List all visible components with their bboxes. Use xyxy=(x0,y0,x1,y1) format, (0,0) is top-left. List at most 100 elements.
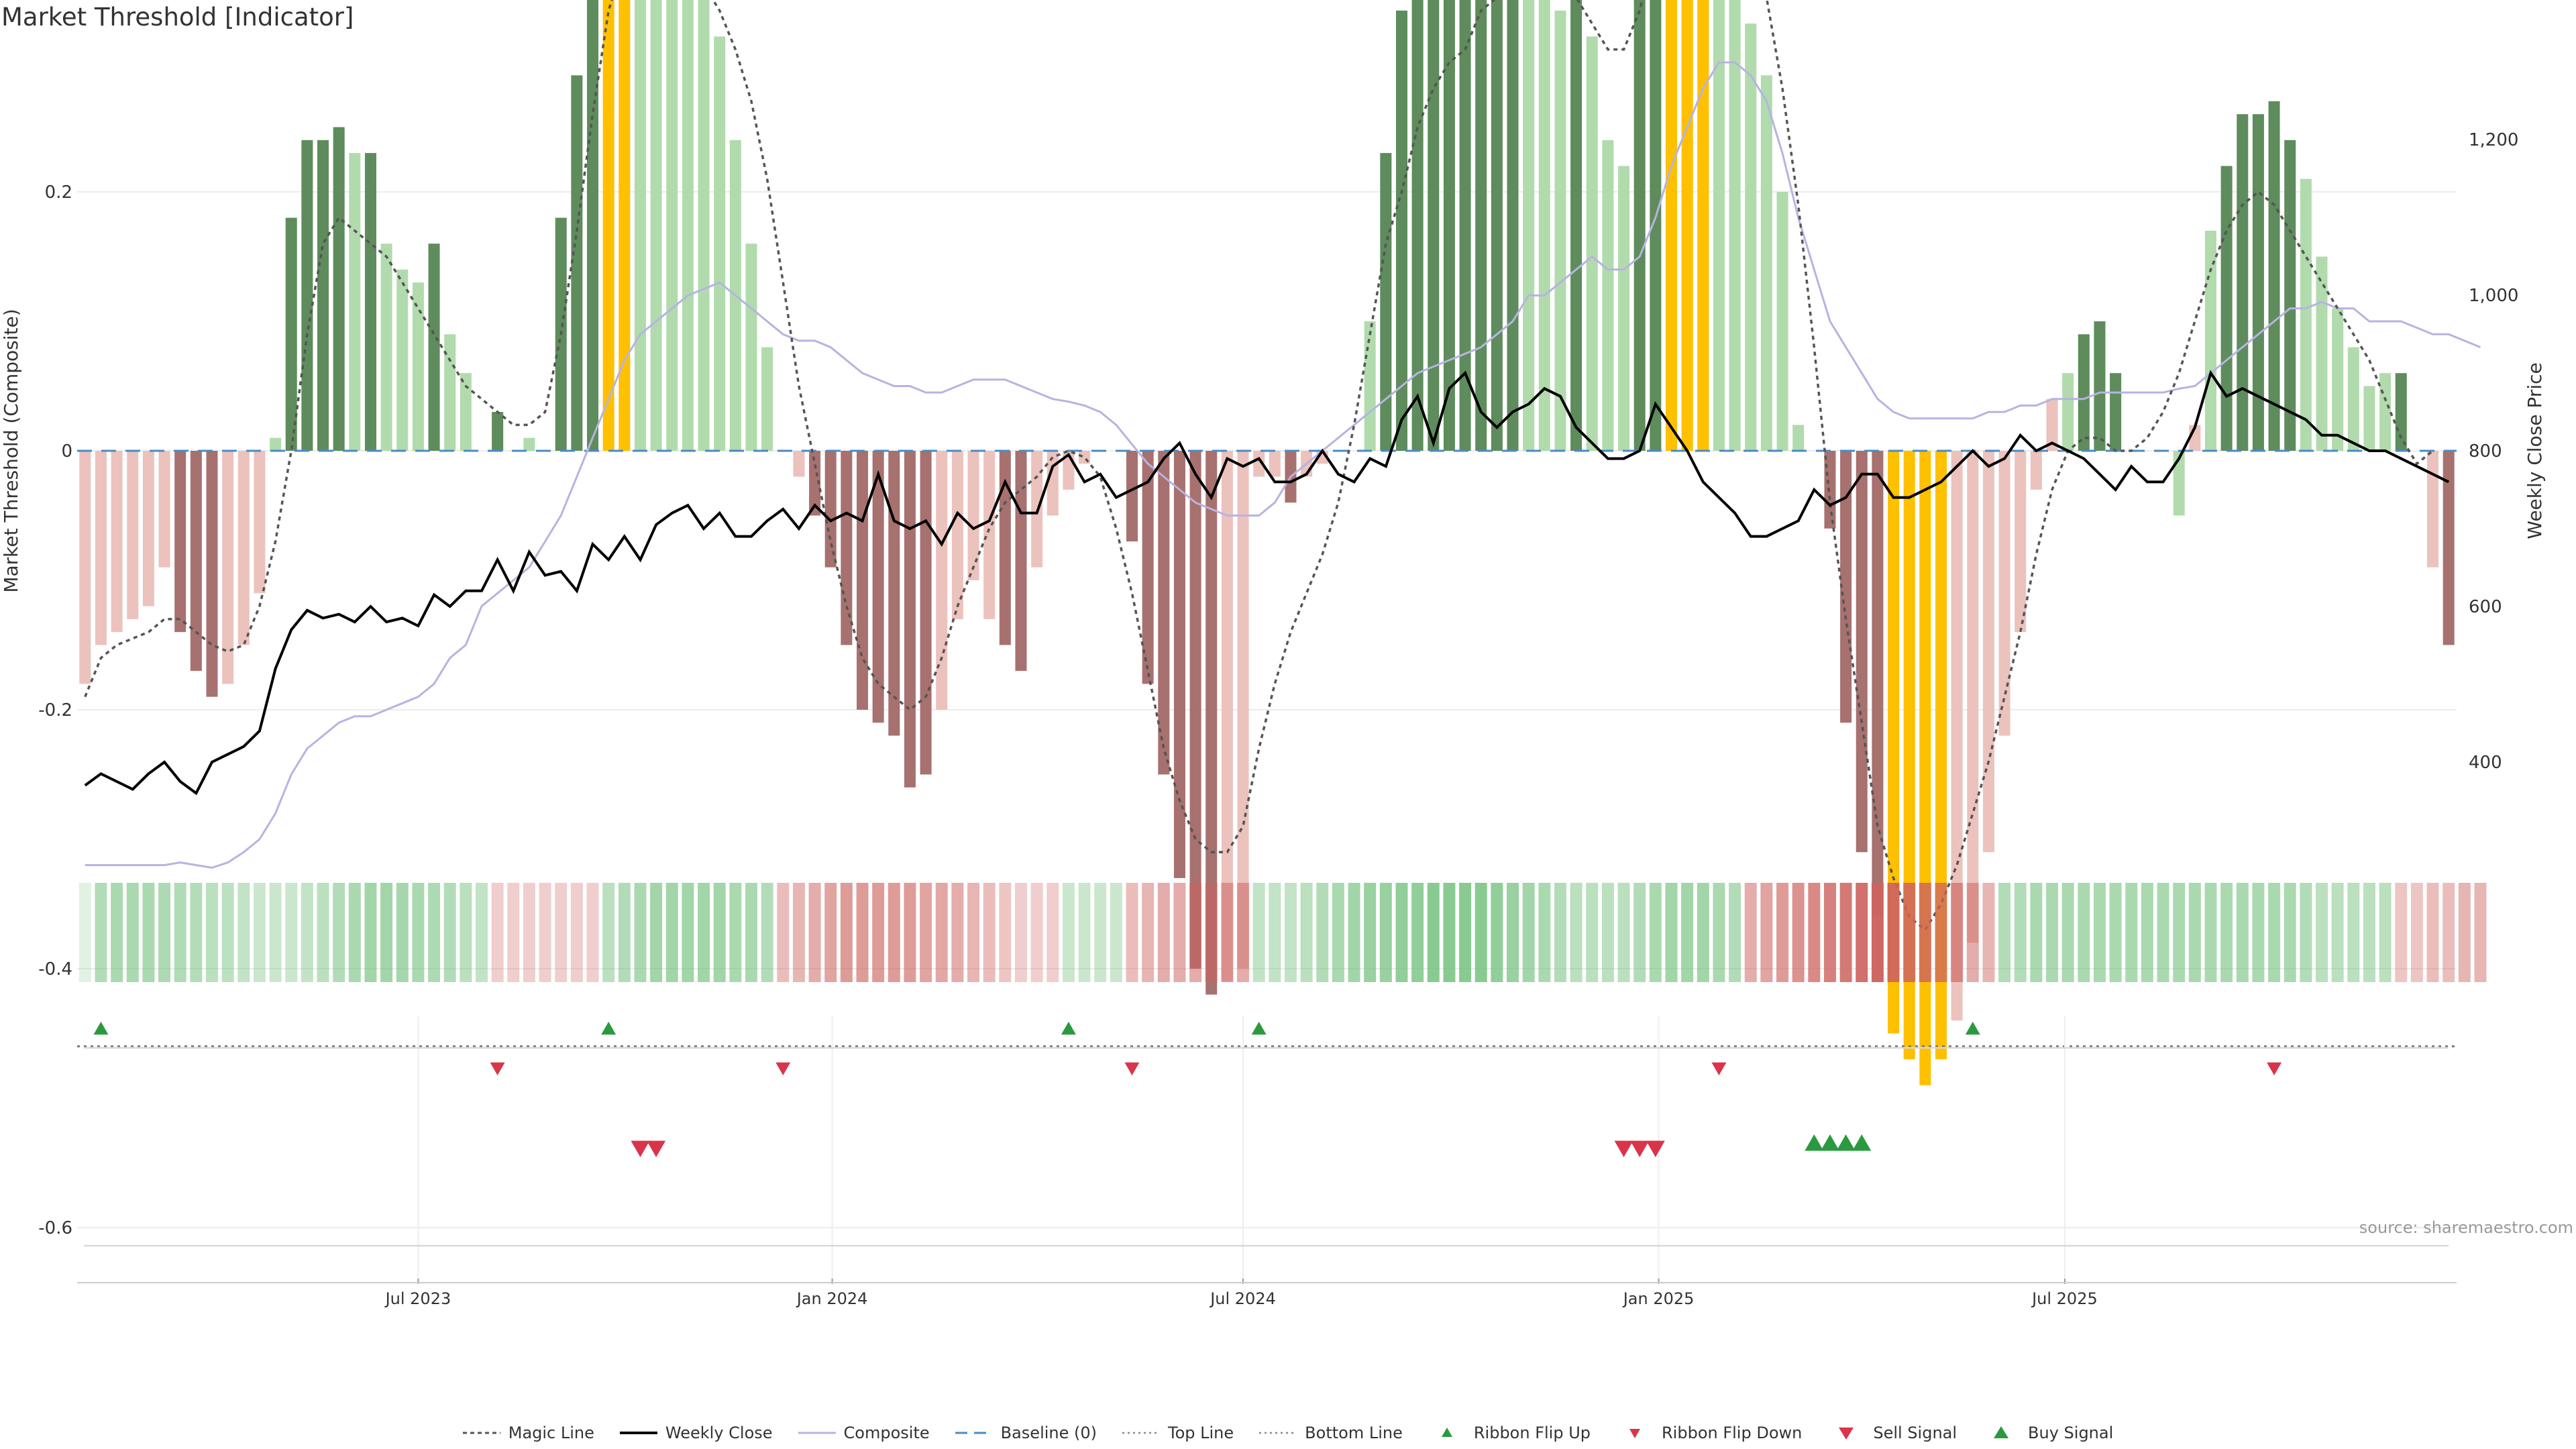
ribbon-cell xyxy=(1538,883,1551,982)
ribbon-cell xyxy=(2061,883,2074,982)
composite-bar xyxy=(396,269,409,451)
ribbon-cell xyxy=(602,883,615,982)
ribbon-cell xyxy=(1919,883,1931,982)
composite-bar xyxy=(1443,0,1455,451)
ribbon-cell xyxy=(840,883,853,982)
y2-tick-label: 600 xyxy=(2469,597,2502,617)
ribbon-cell xyxy=(1427,883,1440,982)
composite-bar xyxy=(2046,398,2058,451)
composite-bar xyxy=(1173,451,1185,878)
ribbon-cell xyxy=(142,883,155,982)
composite-bar xyxy=(1253,451,1265,477)
ribbon-cell xyxy=(1776,883,1789,982)
composite-bar xyxy=(904,451,916,788)
composite-bar xyxy=(2316,256,2328,451)
composite-bar xyxy=(2204,230,2216,451)
ribbon-cell xyxy=(2078,883,2090,982)
composite-bar xyxy=(1776,192,1788,451)
ribbon-flip-up-marker xyxy=(1061,1022,1076,1035)
composite-bar xyxy=(793,451,805,477)
ribbon-cell xyxy=(2268,883,2281,982)
composite-bar xyxy=(2443,451,2455,645)
ribbon-cell xyxy=(1586,883,1599,982)
composite-bar xyxy=(1633,0,1646,451)
composite-bar xyxy=(1760,75,1772,451)
ribbon-cell xyxy=(618,883,631,982)
composite-bar xyxy=(333,127,345,451)
composite-bar xyxy=(1364,321,1376,451)
ribbon-cell xyxy=(2474,883,2487,982)
legend-label: Ribbon Flip Down xyxy=(1662,1424,1803,1442)
composite-bar xyxy=(1713,0,1725,451)
chart-title: Market Threshold [Indicator] xyxy=(1,3,354,32)
x-tick-label: Jul 2024 xyxy=(1209,1289,1276,1308)
composite-bar xyxy=(2300,178,2312,451)
ribbon-cell xyxy=(2220,883,2233,982)
composite-bar xyxy=(619,0,631,451)
ribbon-flip-down-marker xyxy=(775,1062,791,1075)
buy-signal-marker xyxy=(1836,1134,1856,1151)
y-tick-label: -0.2 xyxy=(38,700,72,720)
ribbon-flip-down-marker xyxy=(1711,1062,1727,1075)
ribbon-cell xyxy=(523,883,535,982)
composite-bar xyxy=(460,373,472,451)
ribbon-cell xyxy=(78,883,91,982)
ribbon-cell xyxy=(539,883,551,982)
ribbon-cell xyxy=(2173,883,2186,982)
ribbon-cell xyxy=(1126,883,1138,982)
composite-bar xyxy=(1189,451,1201,969)
ribbon-cell xyxy=(1157,883,1170,982)
legend-label: Baseline (0) xyxy=(1000,1424,1097,1442)
x-tick-label: Jan 2025 xyxy=(1622,1289,1695,1308)
composite-bar xyxy=(1158,451,1170,775)
ribbon-cell xyxy=(1601,883,1614,982)
ribbon-cell xyxy=(920,883,932,982)
y2-tick-label: 1,200 xyxy=(2469,130,2518,150)
legend-key xyxy=(619,1432,657,1434)
composite-bar xyxy=(1697,0,1709,451)
composite-bar xyxy=(412,282,424,451)
legend-label: Composite xyxy=(843,1424,930,1442)
composite-bar xyxy=(1523,0,1535,451)
composite-bar xyxy=(285,217,297,451)
composite-bar xyxy=(1665,0,1678,451)
composite-bar xyxy=(1237,451,1249,969)
composite-bar xyxy=(1142,451,1154,684)
composite-bar xyxy=(650,0,662,451)
composite-bar xyxy=(317,140,329,451)
ribbon-cell xyxy=(396,883,409,982)
ribbon-cell xyxy=(2188,883,2201,982)
ribbon-flip-down-marker xyxy=(490,1062,505,1075)
legend-key xyxy=(1259,1432,1297,1434)
composite-bar xyxy=(1475,0,1487,451)
ribbon-cell xyxy=(745,883,757,982)
ribbon-cell xyxy=(2410,883,2423,982)
ribbon-cell xyxy=(1570,883,1582,982)
composite-bar xyxy=(2237,114,2249,451)
ribbon-cell xyxy=(1998,883,2011,982)
ribbon-cell xyxy=(1395,883,1408,982)
composite-bar xyxy=(190,451,202,672)
composite-bar xyxy=(1872,451,1884,917)
ribbon-cell xyxy=(2395,883,2408,982)
legend-item-flip_up: Ribbon Flip Up xyxy=(1428,1424,1591,1442)
ribbon-cell xyxy=(2046,883,2058,982)
ribbon-cell xyxy=(476,883,488,982)
composite-bar xyxy=(1079,451,1091,464)
ribbon-cell xyxy=(570,883,583,982)
ribbon-cell xyxy=(951,883,964,982)
ribbon-cell xyxy=(777,883,790,982)
legend-label: Sell Signal xyxy=(1873,1424,1957,1442)
ribbon-cell xyxy=(2284,883,2296,982)
composite-bar xyxy=(1824,451,1836,529)
ribbon-cell xyxy=(888,883,900,982)
composite-bar xyxy=(1395,10,1408,451)
composite-bar xyxy=(2110,373,2122,451)
composite-bar xyxy=(1046,451,1059,516)
ribbon-cell xyxy=(967,883,980,982)
ribbon-cell xyxy=(1887,883,1900,982)
composite-bar xyxy=(1745,23,1757,451)
ribbon-flip-down-marker xyxy=(1124,1062,1140,1075)
ribbon-cell xyxy=(1284,883,1297,982)
y2-tick-label: 800 xyxy=(2469,441,2502,462)
